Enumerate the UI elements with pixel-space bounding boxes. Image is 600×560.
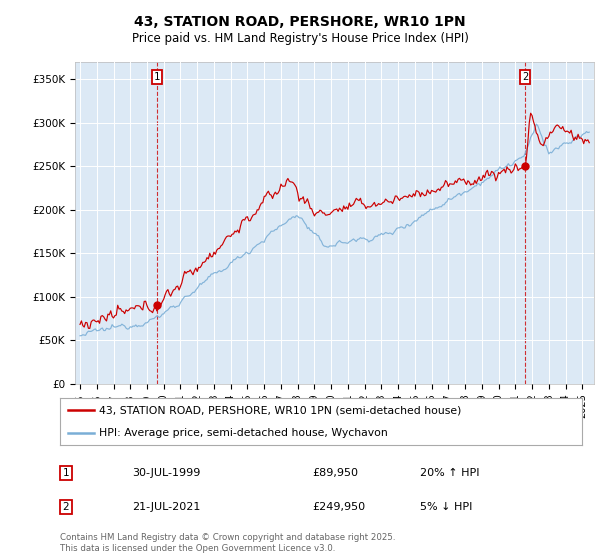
Text: 21-JUL-2021: 21-JUL-2021 xyxy=(132,502,200,512)
Text: 2: 2 xyxy=(522,72,528,82)
Text: 20% ↑ HPI: 20% ↑ HPI xyxy=(420,468,479,478)
Text: 5% ↓ HPI: 5% ↓ HPI xyxy=(420,502,472,512)
Text: 43, STATION ROAD, PERSHORE, WR10 1PN: 43, STATION ROAD, PERSHORE, WR10 1PN xyxy=(134,15,466,29)
Text: Price paid vs. HM Land Registry's House Price Index (HPI): Price paid vs. HM Land Registry's House … xyxy=(131,32,469,45)
Text: Contains HM Land Registry data © Crown copyright and database right 2025.
This d: Contains HM Land Registry data © Crown c… xyxy=(60,533,395,553)
Text: 1: 1 xyxy=(154,72,160,82)
Text: 30-JUL-1999: 30-JUL-1999 xyxy=(132,468,200,478)
Text: 2: 2 xyxy=(62,502,70,512)
Text: £89,950: £89,950 xyxy=(312,468,358,478)
Text: HPI: Average price, semi-detached house, Wychavon: HPI: Average price, semi-detached house,… xyxy=(99,428,388,438)
Text: £249,950: £249,950 xyxy=(312,502,365,512)
Text: 43, STATION ROAD, PERSHORE, WR10 1PN (semi-detached house): 43, STATION ROAD, PERSHORE, WR10 1PN (se… xyxy=(99,405,461,416)
Text: 1: 1 xyxy=(62,468,70,478)
